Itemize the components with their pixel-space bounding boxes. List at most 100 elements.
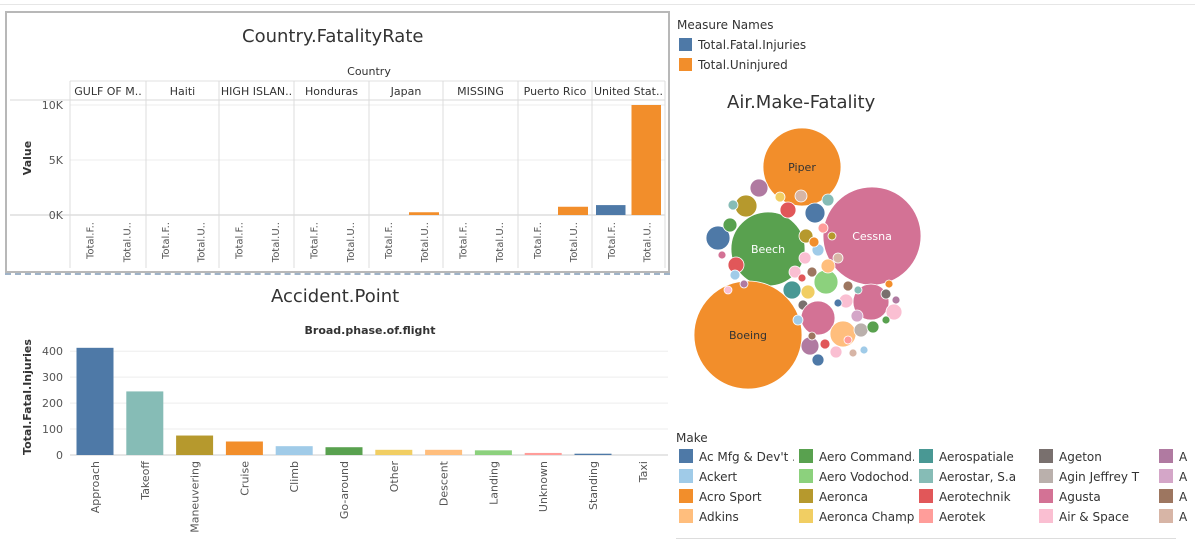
bubble[interactable] xyxy=(779,201,797,219)
bubble[interactable] xyxy=(853,322,869,338)
bubble[interactable] xyxy=(800,284,816,300)
make-legend-item[interactable]: A xyxy=(1159,448,1189,466)
phase-bar xyxy=(325,447,363,455)
legend-label: Aero Vodochod.. xyxy=(819,470,914,484)
phase-bar xyxy=(126,391,164,455)
measure-tick-label: Total.U.. xyxy=(123,222,134,263)
legend-scrollbar[interactable] xyxy=(676,538,1176,539)
bubble[interactable] xyxy=(792,314,804,326)
make-legend-item[interactable]: Aero Command.. xyxy=(799,448,914,466)
bubble[interactable] xyxy=(859,345,869,355)
bubble[interactable] xyxy=(739,279,749,289)
measure-legend-title: Measure Names xyxy=(677,18,774,32)
legend-swatch xyxy=(1159,509,1173,523)
make-legend-item[interactable]: Adkins xyxy=(679,508,794,526)
bubble[interactable] xyxy=(727,199,739,211)
bubble[interactable] xyxy=(829,320,857,348)
bubble[interactable] xyxy=(762,127,842,207)
bubble[interactable] xyxy=(832,252,844,264)
bubble[interactable] xyxy=(891,295,901,305)
bubble[interactable] xyxy=(881,315,891,325)
legend-label: A xyxy=(1179,450,1188,464)
bubble[interactable] xyxy=(723,285,733,295)
measure-legend-item-uninjured[interactable]: Total.Uninjured xyxy=(679,57,788,73)
legend-swatch xyxy=(679,469,693,483)
bubble[interactable] xyxy=(807,331,817,341)
bubble[interactable] xyxy=(827,231,837,241)
make-legend-item[interactable]: Air & Space xyxy=(1039,508,1154,526)
make-legend-item[interactable]: A xyxy=(1159,508,1189,526)
bubble[interactable] xyxy=(804,202,826,224)
make-legend-item[interactable]: Agin Jeffrey T xyxy=(1039,468,1154,486)
bubble[interactable] xyxy=(794,189,808,203)
bubble[interactable] xyxy=(829,345,843,359)
bubble[interactable] xyxy=(774,191,786,203)
make-legend-item[interactable]: Aeronca Champ.. xyxy=(799,508,914,526)
bubble[interactable] xyxy=(848,348,858,358)
bubble[interactable] xyxy=(885,303,903,321)
bubble[interactable] xyxy=(842,280,854,292)
bubble[interactable] xyxy=(880,288,892,300)
bubble[interactable] xyxy=(884,279,894,289)
make-legend-item[interactable]: Aerotek xyxy=(919,508,1034,526)
bubble[interactable] xyxy=(788,265,802,279)
make-legend-item[interactable]: A xyxy=(1159,468,1189,486)
make-legend-item[interactable]: Ac Mfg & Dev't .. xyxy=(679,448,794,466)
make-legend-item[interactable]: Ackert xyxy=(679,468,794,486)
legend-swatch xyxy=(799,469,813,483)
phase-x-tick: Other xyxy=(388,461,401,493)
bubble[interactable] xyxy=(843,335,853,345)
bubble[interactable] xyxy=(749,178,769,198)
bubble[interactable] xyxy=(797,273,807,283)
bubble[interactable] xyxy=(817,222,829,234)
phase-x-tick: Unknown xyxy=(537,461,550,512)
bubble[interactable] xyxy=(850,309,864,323)
bubble[interactable] xyxy=(693,280,803,390)
bubble[interactable] xyxy=(800,300,836,336)
bubble[interactable] xyxy=(866,320,880,334)
make-legend-item[interactable]: Aerostar, S.a xyxy=(919,468,1034,486)
phase-bar-chart: Broad.phase.of.flight 0 100 200 300 400 Total.… xyxy=(21,324,668,533)
bubble[interactable] xyxy=(820,258,836,274)
phase-bar xyxy=(76,347,114,455)
bubble[interactable] xyxy=(782,280,802,300)
make-legend-item[interactable]: Agusta xyxy=(1039,488,1154,506)
bubble[interactable] xyxy=(806,266,818,278)
bubble[interactable] xyxy=(811,353,825,367)
legend-label: Aerotek xyxy=(939,510,986,524)
bubble[interactable] xyxy=(722,217,738,233)
phase-bar xyxy=(574,453,612,455)
bubble[interactable] xyxy=(729,269,741,281)
bubble[interactable] xyxy=(853,285,863,295)
legend-swatch xyxy=(1039,449,1053,463)
bubble[interactable] xyxy=(821,193,835,207)
legend-swatch xyxy=(1159,489,1173,503)
legend-label: Air & Space xyxy=(1059,510,1130,524)
make-legend-item[interactable]: A xyxy=(1159,488,1189,506)
legend-label: A xyxy=(1179,510,1188,524)
make-legend-item[interactable]: Ageton xyxy=(1039,448,1154,466)
country-bar xyxy=(558,206,588,215)
make-legend-item[interactable]: Aerotechnik xyxy=(919,488,1034,506)
bubble[interactable] xyxy=(819,338,831,350)
legend-label: Aeronca xyxy=(819,490,868,504)
legend-label: Ac Mfg & Dev't .. xyxy=(699,450,794,464)
bubble[interactable] xyxy=(705,225,731,251)
measure-tick-label: Total.U.. xyxy=(642,222,653,263)
make-legend-item[interactable]: Aero Vodochod.. xyxy=(799,468,914,486)
bubble[interactable] xyxy=(813,269,839,295)
measure-tick-label: Total.F.. xyxy=(309,222,320,260)
measure-legend-item-fatal[interactable]: Total.Fatal.Injuries xyxy=(679,37,806,53)
country-label: MISSING xyxy=(457,85,504,98)
bubble[interactable] xyxy=(717,250,727,260)
legend-label: A xyxy=(1179,490,1188,504)
bubble[interactable] xyxy=(808,236,820,248)
measure-tick-label: Total.U.. xyxy=(346,222,357,263)
make-legend-item[interactable]: Acro Sport xyxy=(679,488,794,506)
make-legend-item[interactable]: Aeronca xyxy=(799,488,914,506)
make-legend-item[interactable]: Aerospatiale xyxy=(919,448,1034,466)
bubble[interactable] xyxy=(833,298,843,308)
bubble-label-beech: Beech xyxy=(751,243,785,256)
bubble[interactable] xyxy=(798,251,812,265)
legend-label: Adkins xyxy=(699,510,739,524)
